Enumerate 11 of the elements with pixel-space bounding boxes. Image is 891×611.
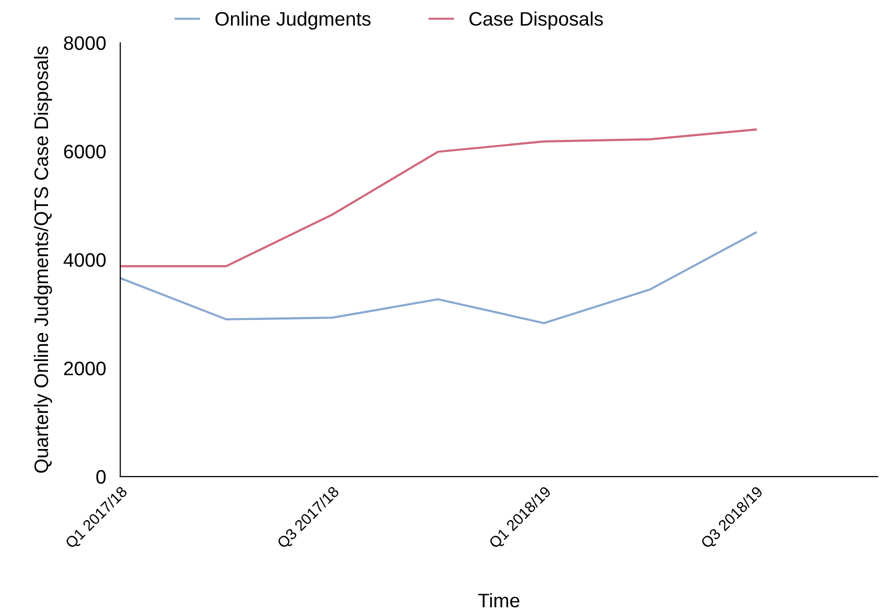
legend-label: Online Judgments	[215, 11, 371, 30]
y-tick-label: 2000	[64, 362, 106, 376]
y-tick-label: 8000	[64, 36, 106, 50]
legend-label: Case Disposals	[469, 11, 603, 30]
y-tick-label: 4000	[64, 253, 106, 267]
x-axis-title: Time	[478, 593, 520, 608]
line-series	[120, 232, 757, 324]
y-tick-label: 0	[96, 470, 106, 484]
y-tick-label: 6000	[64, 144, 106, 158]
line-series	[120, 128, 757, 268]
y-axis-title: Quarterly Online Judgments/QTS Case Disposals	[34, 46, 52, 473]
